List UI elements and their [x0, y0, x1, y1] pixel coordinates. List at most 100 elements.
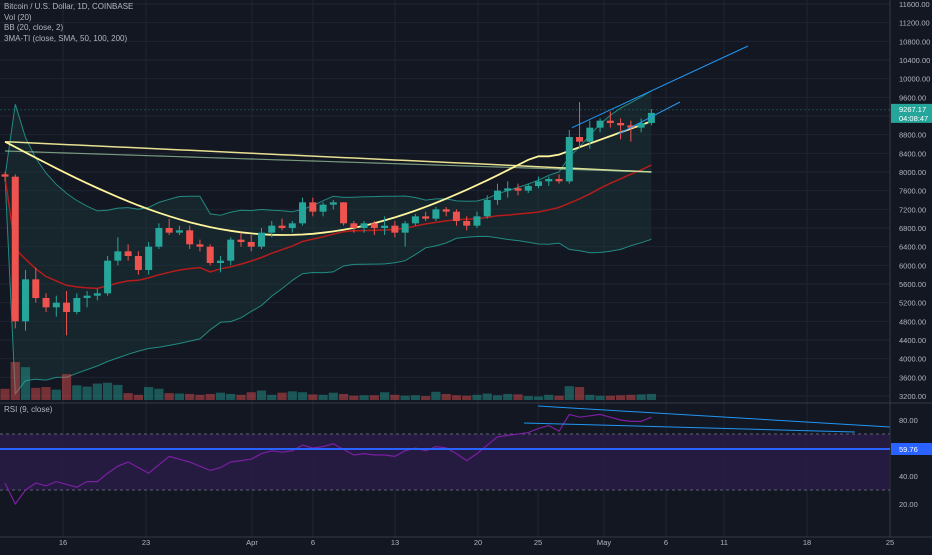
candle [545, 176, 553, 186]
volume-bar [585, 394, 595, 400]
candle-body [411, 216, 419, 224]
bollinger-band-fill [5, 90, 652, 394]
volume-bar [369, 395, 379, 400]
candle [493, 183, 501, 205]
volume-bar [226, 393, 236, 400]
trendline-channel [616, 101, 681, 136]
candle-body [227, 239, 235, 261]
volume-bar [646, 393, 656, 400]
candle-body [104, 260, 112, 294]
candle [104, 256, 112, 296]
volume-bar [626, 394, 636, 400]
candle-body [83, 295, 91, 298]
candle-body [134, 256, 142, 270]
candle [73, 293, 81, 315]
rsi-trendline-2 [523, 422, 856, 433]
volume-bar [451, 395, 462, 400]
volume-bar [31, 387, 41, 400]
candle-body [73, 298, 81, 312]
last-price-label: 9267.17 [899, 105, 926, 114]
volume-bar [390, 394, 400, 400]
time-tick-label: 25 [886, 538, 894, 547]
price-tick-label: 6000.00 [899, 261, 926, 270]
candle-body [247, 242, 255, 247]
candle-body [545, 179, 553, 182]
volume-bar [205, 393, 215, 400]
candle [514, 183, 522, 196]
volume-bar [328, 392, 338, 400]
volume-bar [441, 393, 451, 400]
legend-volume[interactable]: Vol (20) [4, 12, 32, 22]
price-tick-label: 8800.00 [899, 131, 926, 140]
candle-body [555, 179, 563, 182]
candle-body [647, 112, 655, 123]
candle [360, 221, 368, 233]
price-tick-label: 7600.00 [899, 187, 926, 196]
volume-bar [318, 394, 328, 400]
volume-bar [421, 396, 431, 400]
candle [247, 235, 255, 252]
candle [63, 291, 71, 336]
rsi-legend[interactable]: RSI (9, close) [4, 405, 53, 414]
volume-bar [154, 388, 164, 400]
volume-bar [615, 395, 626, 400]
legend-ma[interactable]: 3MA-TI (close, SMA, 50, 100, 200) [4, 33, 128, 43]
rsi-current-badge [891, 443, 932, 455]
volume-bar [380, 392, 390, 400]
candle [350, 221, 358, 233]
candle [319, 202, 327, 217]
candle-body [473, 216, 481, 226]
candle-body [637, 123, 645, 128]
legend-bb[interactable]: BB (20, close, 2) [4, 23, 64, 32]
candle [473, 211, 481, 228]
candle-body [617, 123, 625, 126]
time-tick-label: 13 [391, 538, 399, 547]
candle [196, 239, 204, 252]
time-tick-label: 23 [142, 538, 150, 547]
volume-bar [359, 395, 369, 400]
candle [186, 225, 194, 249]
time-tick-label: 18 [803, 538, 811, 547]
price-tick-label: 7200.00 [899, 205, 926, 214]
candle-body [504, 188, 512, 191]
volume-bar [102, 382, 113, 400]
price-tick-label: 5600.00 [899, 280, 926, 289]
candle [627, 120, 635, 142]
candle [309, 197, 317, 217]
candle-body [124, 251, 132, 256]
price-tick-label: 3200.00 [899, 392, 926, 401]
volume-bar [287, 391, 297, 400]
rsi-current-label: 59.76 [899, 445, 918, 454]
candle [237, 232, 245, 247]
candle-body [63, 302, 71, 312]
candle [586, 120, 594, 149]
volume-bar [574, 387, 585, 400]
candle [432, 207, 440, 221]
candle-body [278, 225, 286, 228]
candle [278, 218, 286, 231]
candle [114, 237, 122, 266]
candle [145, 242, 153, 275]
candle-body [52, 302, 60, 308]
volume-bar [410, 395, 421, 400]
candle-body [401, 223, 409, 233]
candle [175, 225, 183, 235]
candle [411, 214, 419, 226]
candle-body [288, 223, 296, 228]
time-tick-label: Apr [246, 538, 258, 547]
rsi-trendline-1 [537, 405, 891, 428]
price-tick-label: 5200.00 [899, 299, 926, 308]
legend-symbol[interactable]: Bitcoin / U.S. Dollar, 1D, COINBASE [4, 2, 134, 11]
time-tick-label: 6 [664, 538, 668, 547]
price-tick-label: 10800.00 [899, 37, 930, 46]
rsi-band [0, 434, 890, 490]
volume-bar [113, 384, 123, 400]
ma100-line [4, 140, 652, 173]
volume-bar [472, 394, 482, 400]
volume-bar [215, 392, 226, 400]
candle-body [329, 202, 337, 205]
candle [504, 181, 512, 198]
candle-body [93, 293, 101, 296]
volume-bar [482, 393, 492, 400]
candle [617, 118, 625, 140]
